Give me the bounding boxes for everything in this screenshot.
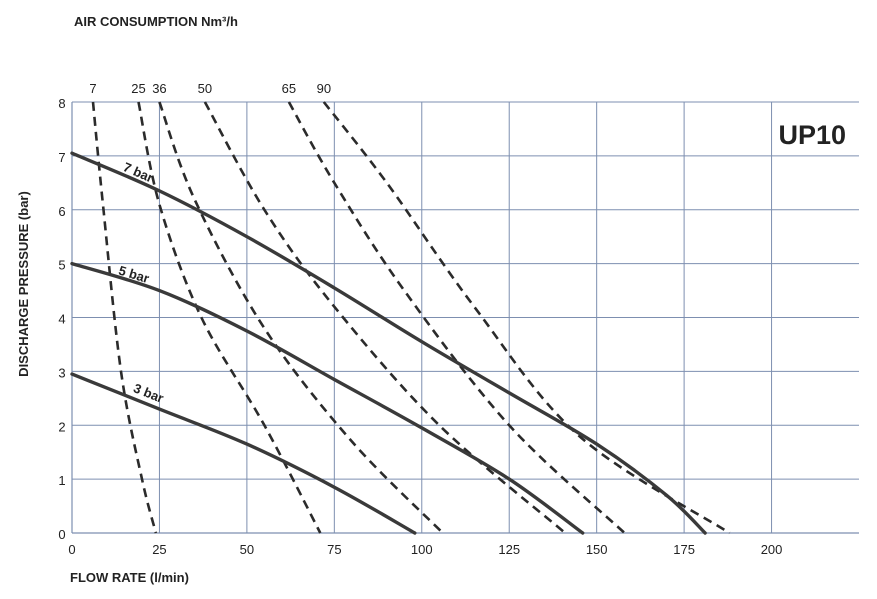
x-tick-labels: 0 25 50 75 100 125 150 175 200	[68, 542, 782, 557]
x-tick-label: 125	[498, 542, 520, 557]
pressure-curve-label: 3 bar	[131, 380, 165, 405]
air-curve-50	[203, 101, 567, 534]
y-tick-label: 4	[58, 312, 65, 327]
x-tick-label: 0	[68, 542, 75, 557]
pressure-curves	[70, 151, 707, 535]
y-tick-label: 2	[58, 419, 65, 434]
x-axis-label: FLOW RATE (l/min)	[70, 570, 189, 585]
air-curve-label: 50	[198, 81, 212, 96]
x-tick-label: 75	[327, 542, 341, 557]
air-curve-label: 25	[131, 81, 145, 96]
y-tick-label: 0	[58, 527, 65, 542]
air-curve-7	[91, 101, 158, 534]
air-curve-36	[158, 101, 444, 534]
y-tick-label: 1	[58, 473, 65, 488]
x-tick-label: 200	[761, 542, 783, 557]
model-label: UP10	[778, 120, 846, 150]
air-curve-90	[322, 101, 731, 535]
x-tick-label: 175	[673, 542, 695, 557]
pressure-curve-7-bar	[70, 151, 707, 535]
chart-grid	[71, 101, 859, 534]
x-tick-label: 150	[586, 542, 608, 557]
air-curve-label: 90	[317, 81, 331, 96]
air-curve-label: 7	[89, 81, 96, 96]
y-tick-label: 7	[58, 150, 65, 165]
y-tick-label: 5	[58, 258, 65, 273]
pressure-curve-3-bar	[70, 372, 417, 535]
air-curve-25	[137, 101, 322, 534]
air-consumption-curves: 7 25 36 50 65 90	[89, 81, 731, 535]
x-tick-label: 50	[240, 542, 254, 557]
x-tick-label: 25	[152, 542, 166, 557]
air-curve-65	[287, 101, 626, 534]
air-curve-label: 65	[282, 81, 296, 96]
pressure-curve-5-bar	[70, 261, 585, 535]
y-tick-label: 8	[58, 96, 65, 111]
air-consumption-label: AIR CONSUMPTION Nm³/h	[74, 14, 238, 29]
air-curve-label: 36	[152, 81, 166, 96]
x-tick-label: 100	[411, 542, 433, 557]
y-tick-labels: 0 1 2 3 4 5 6 7 8	[58, 96, 65, 542]
y-axis-label: DISCHARGE PRESSURE (bar)	[16, 191, 31, 377]
y-tick-label: 6	[58, 204, 65, 219]
y-tick-label: 3	[58, 365, 65, 380]
